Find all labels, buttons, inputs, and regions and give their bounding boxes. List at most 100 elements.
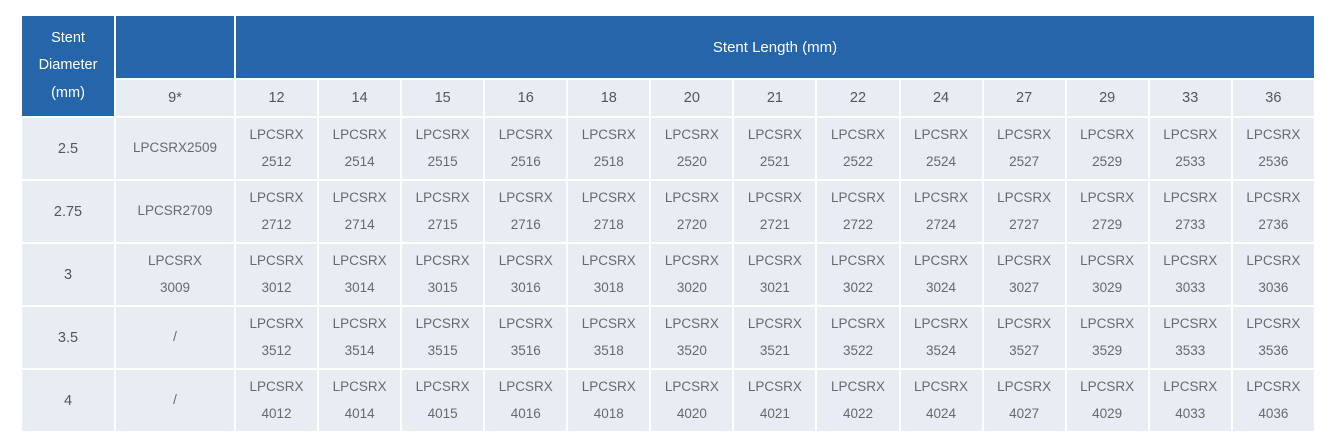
table-row: 3.5/LPCSRX 3512 LPCSRX 3514 LPCSRX 3515 LPC… <box>22 307 1314 368</box>
column-header-9: 9* <box>116 80 234 116</box>
product-code-cell: LPCSRX 4014 <box>319 370 401 431</box>
product-code-cell: LPCSRX 4029 <box>1066 370 1148 431</box>
product-code-cell: LPCSRX 2724 <box>900 181 982 242</box>
product-code-cell: LPCSRX 2522 <box>817 118 899 179</box>
product-code-cell: LPCSRX 2514 <box>319 118 401 179</box>
length-column-header: 29 <box>1066 80 1148 116</box>
length-column-header: 22 <box>817 80 899 116</box>
product-code-cell: LPCSRX 2518 <box>568 118 650 179</box>
table-row: 2.5 LPCSRX2509 LPCSRX 2512 LPCSRX 2514 LPCSR… <box>22 118 1314 179</box>
product-code-cell: LPCSRX 3018 <box>568 244 650 305</box>
product-code-cell: LPCSRX 3024 <box>900 244 982 305</box>
product-code-cell: LPCSR2709 <box>116 181 234 242</box>
table-header: Stent Diameter (mm) Stent Length (mm) 9*… <box>22 16 1314 116</box>
product-code-cell: LPCSRX 4036 <box>1232 370 1314 431</box>
length-column-header: 33 <box>1149 80 1231 116</box>
product-code-cell: LPCSRX 2536 <box>1232 118 1314 179</box>
product-code-cell: LPCSRX 3527 <box>983 307 1065 368</box>
product-code-cell: LPCSRX 2715 <box>402 181 484 242</box>
product-code-cell: LPCSRX 3022 <box>817 244 899 305</box>
product-code-cell: LPCSRX 4021 <box>734 370 816 431</box>
length-column-header: 15 <box>402 80 484 116</box>
product-code-cell: LPCSRX 4024 <box>900 370 982 431</box>
product-code-cell: LPCSRX 3029 <box>1066 244 1148 305</box>
product-code-cell: LPCSRX 3524 <box>900 307 982 368</box>
product-code-cell: LPCSRX 3033 <box>1149 244 1231 305</box>
product-code-cell: LPCSRX 2714 <box>319 181 401 242</box>
product-code-cell: LPCSRX2509 <box>116 118 234 179</box>
length-column-header: 14 <box>319 80 401 116</box>
product-code-cell: LPCSRX 3512 <box>236 307 318 368</box>
product-code-cell: LPCSRX 3027 <box>983 244 1065 305</box>
product-code-cell: LPCSRX 3522 <box>817 307 899 368</box>
length-header: Stent Length (mm) <box>236 16 1314 78</box>
table-row: 2.75 LPCSR2709 LPCSRX 2712 LPCSRX 2714 LPCSR… <box>22 181 1314 242</box>
product-code-cell: LPCSRX 4012 <box>236 370 318 431</box>
product-code-cell: LPCSRX 2712 <box>236 181 318 242</box>
product-code-cell: LPCSRX 4022 <box>817 370 899 431</box>
length-column-header: 24 <box>900 80 982 116</box>
product-code-cell: LPCSRX 2529 <box>1066 118 1148 179</box>
product-code-cell: LPCSRX 4018 <box>568 370 650 431</box>
diameter-cell: 4 <box>22 370 114 431</box>
diameter-header: Stent Diameter (mm) <box>22 16 114 116</box>
product-code-cell: LPCSRX 3516 <box>485 307 567 368</box>
diameter-cell: 3 <box>22 244 114 305</box>
product-code-cell: LPCSRX 3536 <box>1232 307 1314 368</box>
product-code-cell: LPCSRX 2721 <box>734 181 816 242</box>
product-code-cell: LPCSRX 3520 <box>651 307 733 368</box>
product-code-cell: LPCSRX 3518 <box>568 307 650 368</box>
empty-header-cell <box>116 16 234 78</box>
product-code-cell: LPCSRX 4027 <box>983 370 1065 431</box>
product-code-cell: LPCSRX 4020 <box>651 370 733 431</box>
product-code-cell: LPCSRX 2736 <box>1232 181 1314 242</box>
product-code-cell: / <box>116 307 234 368</box>
product-code-cell: LPCSRX 3515 <box>402 307 484 368</box>
product-code-cell: LPCSRX 3020 <box>651 244 733 305</box>
product-code-cell: LPCSRX 3014 <box>319 244 401 305</box>
length-column-header: 16 <box>485 80 567 116</box>
length-column-header: 12 <box>236 80 318 116</box>
product-code-cell: LPCSRX 3016 <box>485 244 567 305</box>
diameter-cell: 2.5 <box>22 118 114 179</box>
stent-product-table: Stent Diameter (mm) Stent Length (mm) 9*… <box>20 14 1316 433</box>
product-code-cell: LPCSRX 2722 <box>817 181 899 242</box>
product-code-cell: LPCSRX 2718 <box>568 181 650 242</box>
product-code-cell: LPCSRX 3012 <box>236 244 318 305</box>
product-code-cell: LPCSRX 2733 <box>1149 181 1231 242</box>
length-columns-row: 9* 12 14 15 16 18 20 21 22 24 27 29 33 36 <box>22 80 1314 116</box>
product-code-cell: LPCSRX 2516 <box>485 118 567 179</box>
product-code-cell: LPCSRX 3009 <box>116 244 234 305</box>
diameter-cell: 2.75 <box>22 181 114 242</box>
product-code-cell: LPCSRX 2521 <box>734 118 816 179</box>
length-column-header: 18 <box>568 80 650 116</box>
product-code-cell: LPCSRX 2727 <box>983 181 1065 242</box>
header-row-top: Stent Diameter (mm) Stent Length (mm) <box>22 16 1314 116</box>
table-row: 3 LPCSRX 3009 LPCSRX 3012 LPCSRX 3014 LPCSRX… <box>22 244 1314 305</box>
product-code-cell: LPCSRX 2729 <box>1066 181 1148 242</box>
product-code-cell: LPCSRX 2524 <box>900 118 982 179</box>
product-code-cell: LPCSRX 3533 <box>1149 307 1231 368</box>
product-code-cell: LPCSRX 3036 <box>1232 244 1314 305</box>
product-code-cell: LPCSRX 2527 <box>983 118 1065 179</box>
product-code-cell: LPCSRX 2533 <box>1149 118 1231 179</box>
product-code-cell: LPCSRX 3514 <box>319 307 401 368</box>
length-column-header: 27 <box>983 80 1065 116</box>
product-code-cell: LPCSRX 3529 <box>1066 307 1148 368</box>
length-column-header: 21 <box>734 80 816 116</box>
product-code-cell: LPCSRX 3021 <box>734 244 816 305</box>
product-code-cell: LPCSRX 2520 <box>651 118 733 179</box>
product-code-cell: LPCSRX 3015 <box>402 244 484 305</box>
diameter-cell: 3.5 <box>22 307 114 368</box>
length-column-header: 20 <box>651 80 733 116</box>
product-code-cell: LPCSRX 4033 <box>1149 370 1231 431</box>
product-code-cell: LPCSRX 2716 <box>485 181 567 242</box>
product-code-cell: LPCSRX 2720 <box>651 181 733 242</box>
product-code-cell: LPCSRX 4016 <box>485 370 567 431</box>
table-body: 2.5 LPCSRX2509 LPCSRX 2512 LPCSRX 2514 LPCSR… <box>22 118 1314 431</box>
length-column-header: 36 <box>1232 80 1314 116</box>
product-code-cell: / <box>116 370 234 431</box>
product-code-cell: LPCSRX 3521 <box>734 307 816 368</box>
table-row: 4/LPCSRX 4012 LPCSRX 4014 LPCSRX 4015 LPCSR… <box>22 370 1314 431</box>
